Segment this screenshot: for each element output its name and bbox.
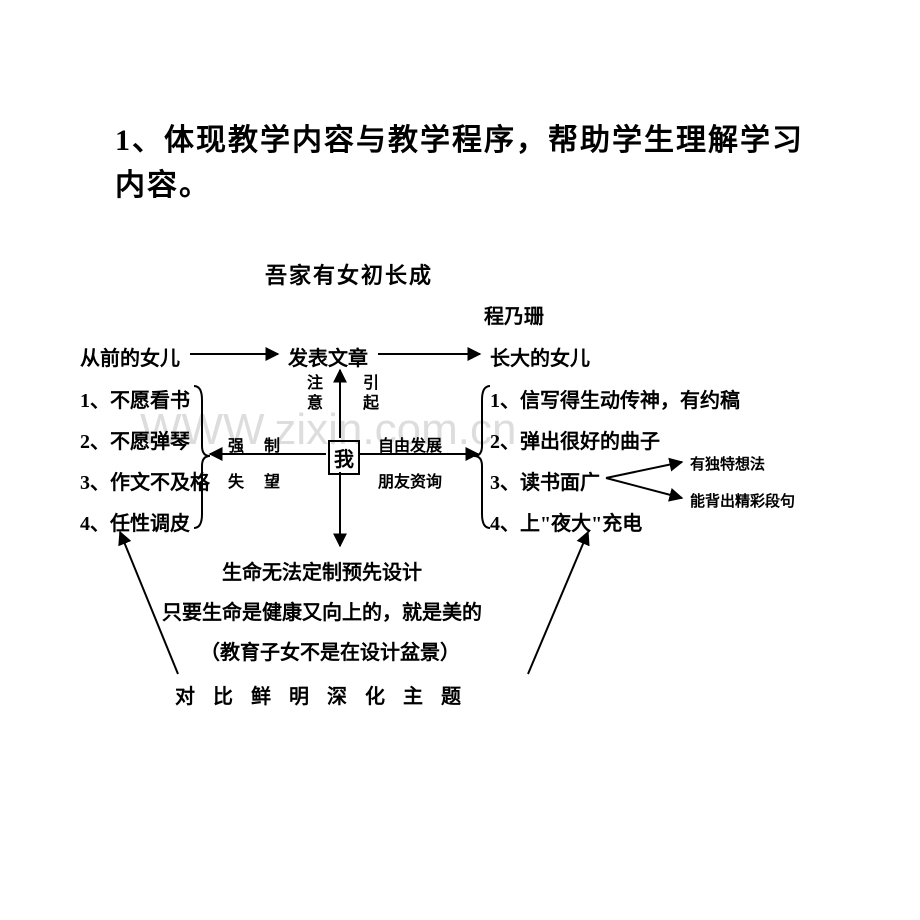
arrow-bottom-right xyxy=(528,532,588,674)
arrow-bottom-left xyxy=(120,532,178,674)
brace-left xyxy=(194,386,210,528)
page-root: WWW.zixin.com.cn 1、体现教学内容与教学程序，帮助学生理解学习内… xyxy=(0,0,920,920)
diagram-svg xyxy=(0,0,920,920)
arrow-sub-2 xyxy=(606,478,682,498)
brace-right xyxy=(474,386,490,528)
arrow-sub-1 xyxy=(606,462,682,478)
